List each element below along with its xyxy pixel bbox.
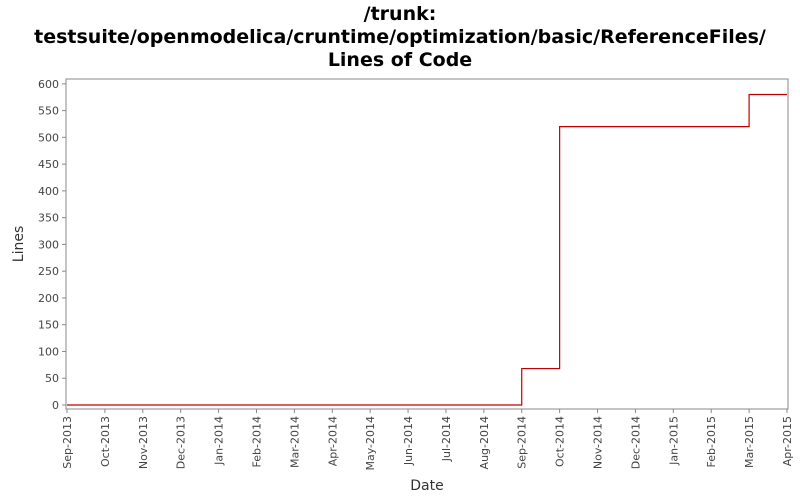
y-tick-label: 500 bbox=[38, 131, 59, 144]
x-tick-label: Jan-2015 bbox=[667, 416, 680, 466]
x-tick-label: Nov-2013 bbox=[137, 416, 150, 469]
y-tick-label: 450 bbox=[38, 158, 59, 171]
y-tick-label: 400 bbox=[38, 185, 59, 198]
x-tick-label: Dec-2014 bbox=[629, 416, 642, 469]
data-line bbox=[67, 93, 787, 406]
x-tick-label: Oct-2014 bbox=[554, 416, 567, 467]
y-axis-label: Lines bbox=[11, 226, 27, 262]
x-tick-label: Apr-2015 bbox=[781, 416, 794, 466]
x-tick-label: Nov-2014 bbox=[592, 416, 605, 469]
x-tick-label: Jul-2014 bbox=[440, 416, 453, 462]
chart-title: testsuite/openmodelica/cruntime/optimiza… bbox=[34, 26, 766, 48]
x-tick-label: Aug-2014 bbox=[478, 416, 491, 469]
y-tick-label: 200 bbox=[38, 292, 59, 305]
chart-title: /trunk: bbox=[364, 3, 437, 25]
y-tick-label: 0 bbox=[52, 399, 59, 412]
x-tick-label: Feb-2014 bbox=[250, 416, 263, 467]
x-tick-label: Apr-2014 bbox=[326, 416, 339, 466]
x-tick-label: Dec-2013 bbox=[175, 416, 188, 469]
y-tick-label: 100 bbox=[38, 345, 59, 358]
plot-area bbox=[65, 78, 789, 410]
y-tick-label: 150 bbox=[38, 319, 59, 332]
x-tick-label: Jan-2014 bbox=[213, 416, 226, 466]
x-axis-label: Date bbox=[410, 478, 443, 494]
y-tick-label: 550 bbox=[38, 105, 59, 118]
y-tick-label: 350 bbox=[38, 212, 59, 225]
y-tick-label: 250 bbox=[38, 265, 59, 278]
chart-title: Lines of Code bbox=[328, 49, 472, 71]
y-tick-label: 600 bbox=[38, 78, 59, 91]
x-tick-label: Sep-2013 bbox=[61, 416, 74, 469]
x-tick-label: Mar-2014 bbox=[288, 416, 301, 468]
x-tick-label: Mar-2015 bbox=[743, 416, 756, 468]
x-tick-label: Jun-2014 bbox=[402, 416, 415, 466]
x-tick-label: Sep-2014 bbox=[516, 416, 529, 469]
y-tick-label: 300 bbox=[38, 238, 59, 251]
x-tick-label: May-2014 bbox=[364, 416, 377, 471]
y-tick-label: 50 bbox=[45, 372, 59, 385]
x-tick-label: Feb-2015 bbox=[705, 416, 718, 467]
x-tick-label: Oct-2013 bbox=[99, 416, 112, 467]
